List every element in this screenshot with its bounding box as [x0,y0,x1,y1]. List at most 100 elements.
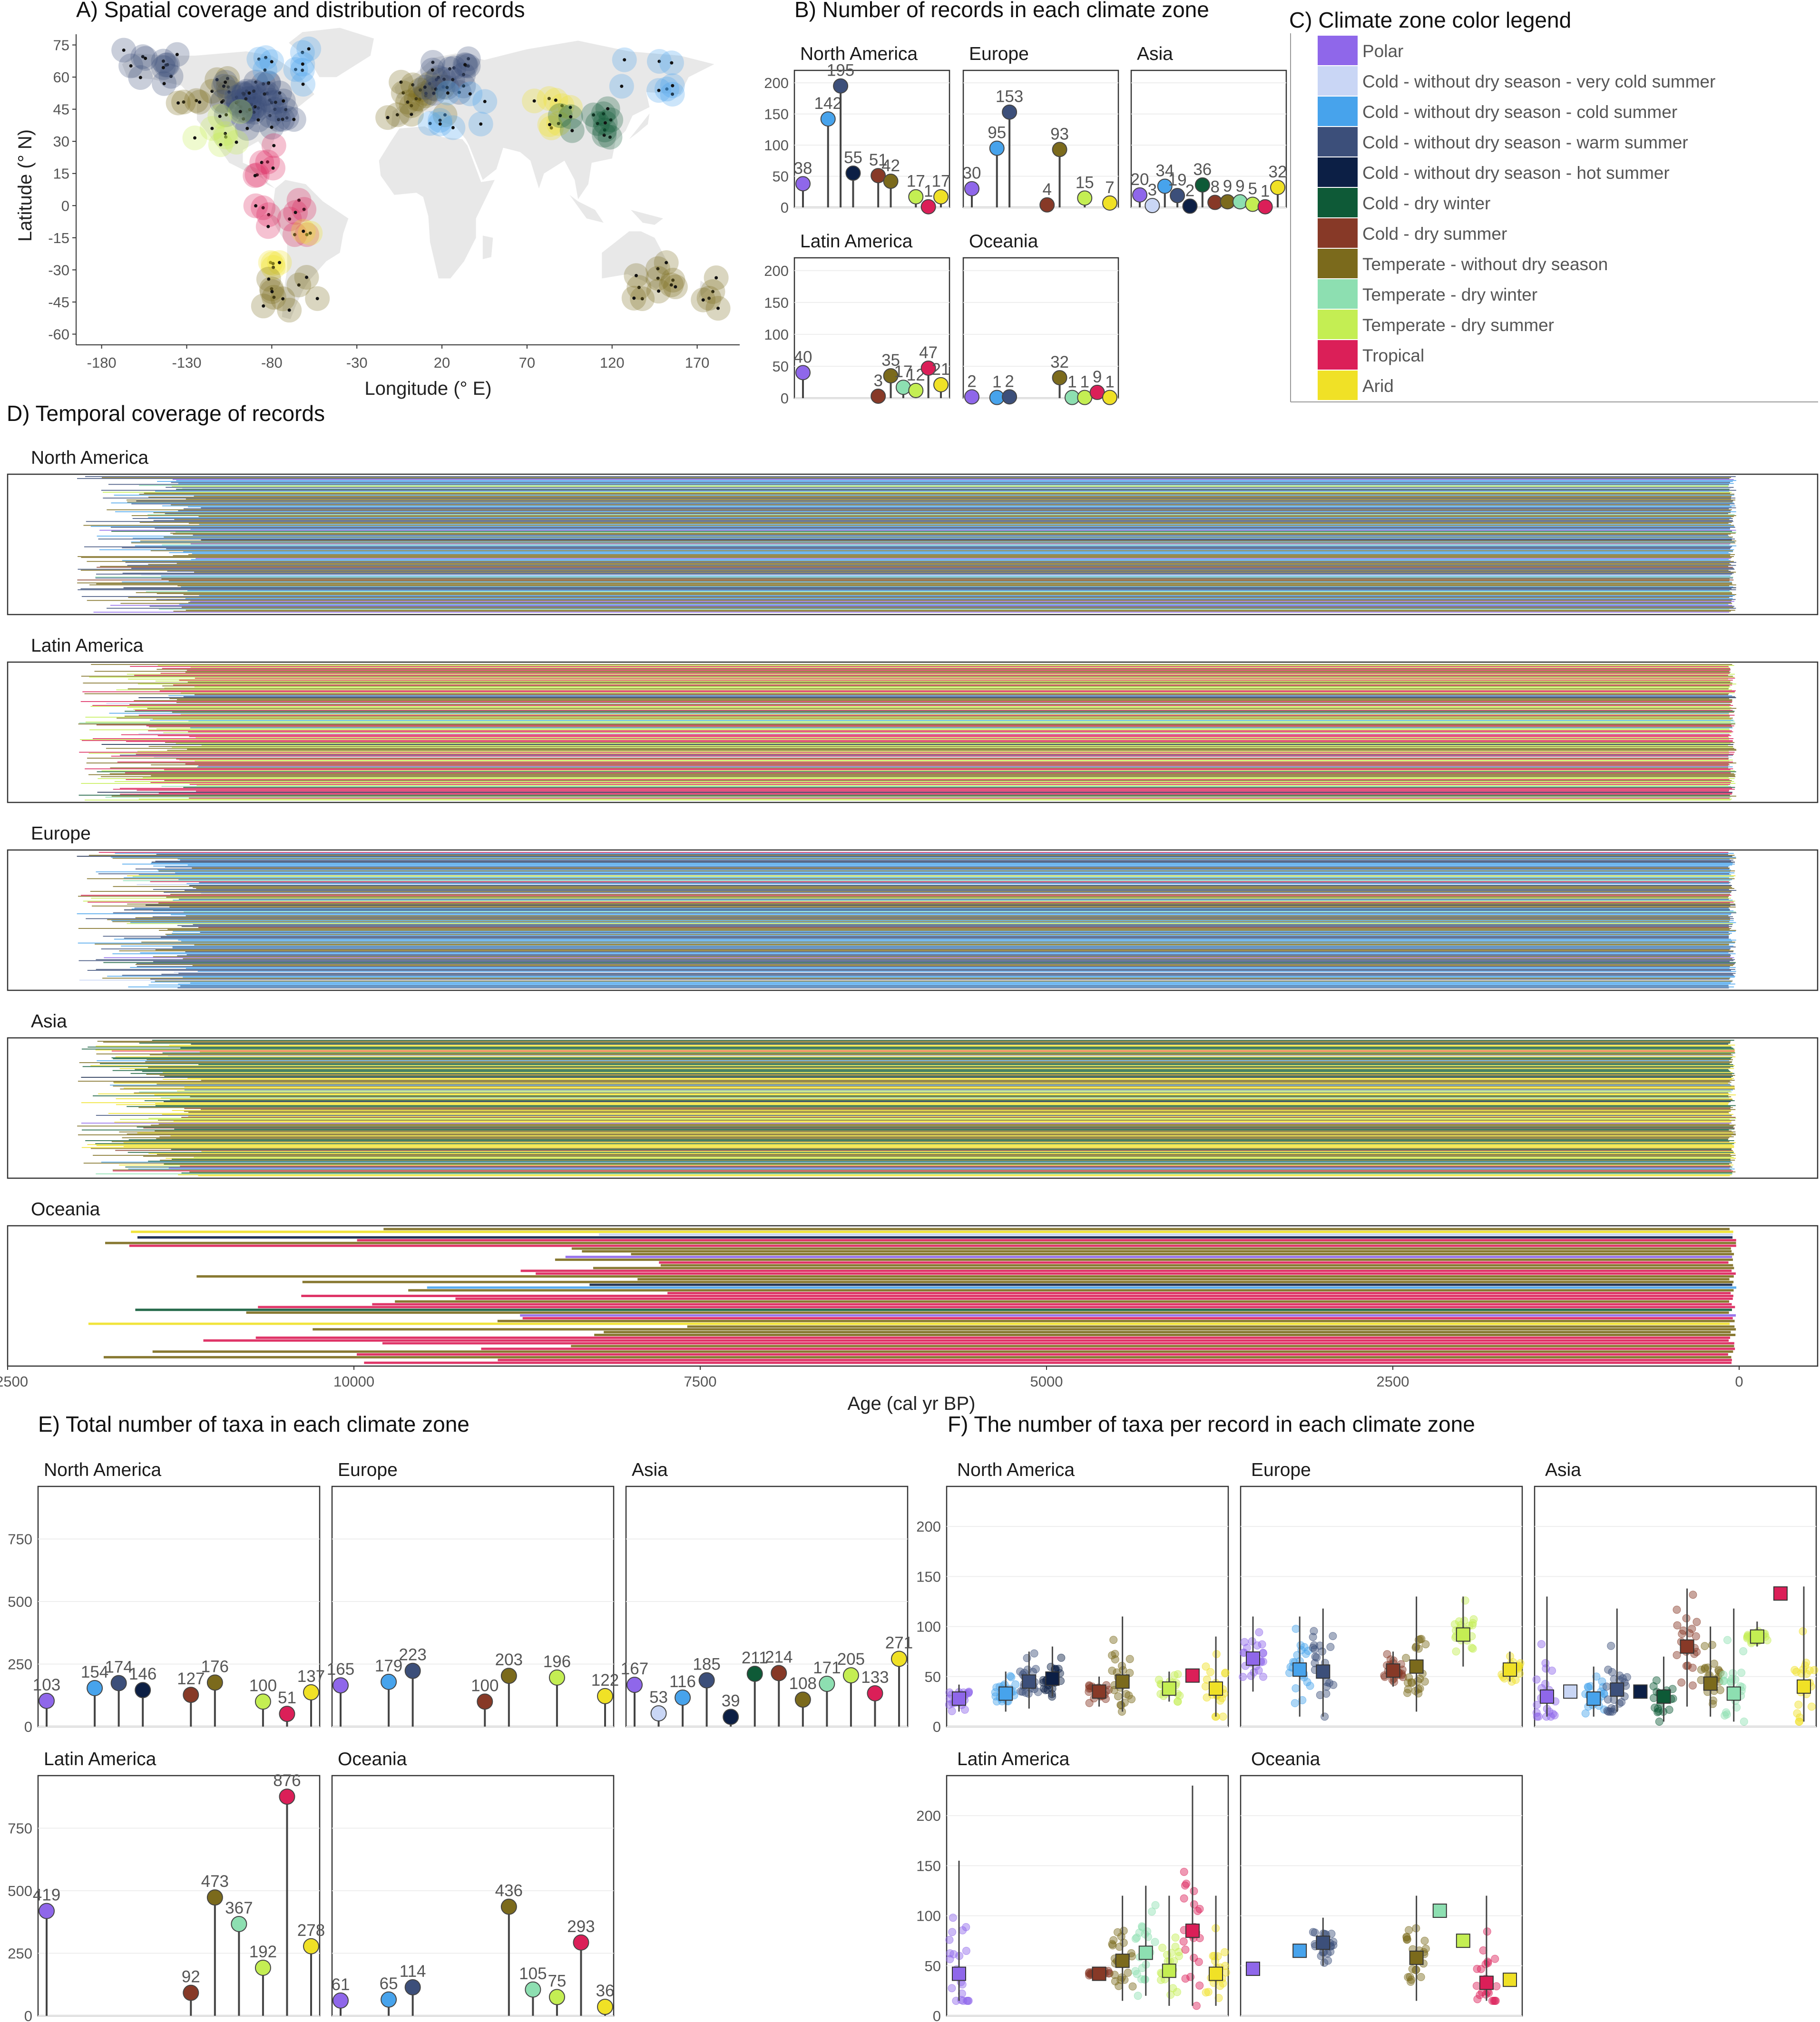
value-label: 92 [182,1968,200,1986]
panel-f-chart: North America 0 50 100 150 200 Europe Asia Latin… [916,1460,1819,2022]
record-point [292,117,296,121]
lollipop-temperate-without-dry-season [500,1668,517,1684]
median-box-temperate-dry-winter [1432,1904,1447,1918]
record-point [532,99,536,103]
facet-label: Latin America [957,1749,1070,1769]
legend-label: Cold - without dry season - warm summer [1362,133,1688,152]
jitter-point [1170,1671,1179,1680]
facet-panel [331,1775,615,2017]
jitter-point [1209,1952,1217,1960]
median-box-arid [1209,1966,1223,1981]
jitter-point [1151,1901,1160,1909]
jitter-point [1190,1954,1198,1962]
lollipop-temperate-dry-summer [254,1693,271,1710]
panel-d-x-tick-label: 5000 [1030,1373,1063,1390]
record-point [270,290,274,293]
jitter-point [1255,1628,1263,1637]
lollipop-arid [597,1688,613,1704]
land-mass [569,195,604,223]
value-label: 367 [225,1899,253,1917]
facet-panel [37,1775,321,2017]
median-box-temperate-dry-summer [1162,1681,1176,1696]
y-tick-label: 50 [925,1669,941,1685]
lollipop-temperate-dry-summer [908,189,924,205]
facet-label: Latin America [44,1749,157,1769]
record-point [261,206,265,210]
record-point [252,96,256,100]
record-point [198,100,202,104]
y-tick-label: 0 [781,199,789,216]
record-point [222,84,225,88]
y-tick-label: 0 [781,390,789,407]
jitter-point [1128,1982,1137,1991]
panel-a-x-tick-label: -30 [346,354,368,371]
record-point [468,92,472,96]
y-tick-label: 100 [764,137,789,154]
jitter-point [1179,1937,1188,1946]
record-point [549,126,553,130]
panel-a-x-tick-label: -130 [172,354,201,371]
jitter-point [1111,1977,1119,1985]
jitter-point [1194,1906,1202,1915]
record-point [410,112,413,116]
record-point [431,60,435,64]
jitter-point [1407,1975,1416,1984]
jitter-point [1606,1707,1615,1716]
panel-a-y-tick-label: 45 [53,101,69,118]
record-point [302,207,306,211]
value-label: 1 [1080,373,1089,391]
jitter-point [1131,1967,1140,1975]
facet-label: Oceania [31,1199,100,1220]
panel-d-xlabel: Age (cal yr BP) [848,1393,976,1414]
value-label: 19 [1168,171,1187,189]
record-point [414,97,418,101]
record-point [193,136,197,140]
jitter-point [1125,1691,1133,1700]
jitter-point [1581,1709,1590,1718]
lollipop-temperate-dry-summer [842,1667,859,1684]
legend-label: Cold - without dry season - very cold su… [1362,72,1715,91]
facet-label: North America [31,448,148,468]
jitter-point [1316,1691,1324,1700]
jitter-point [1181,1945,1190,1954]
y-tick-label: 150 [764,294,789,311]
value-label: 36 [596,1982,615,2000]
jitter-point [1740,1717,1748,1726]
jitter-point [1602,1682,1611,1691]
lollipop-temperate-dry-winter [231,1915,247,1932]
value-label: 1 [1067,373,1076,391]
value-label: 100 [249,1676,277,1695]
jitter-point [1807,1702,1816,1711]
record-point [665,261,668,264]
record-point [278,261,282,264]
lollipop-tropical [573,1934,589,1951]
lollipop-tropical [279,1706,295,1722]
record-point [411,83,415,87]
record-point [441,85,445,89]
lollipop-arid [1102,390,1117,405]
record-point [665,87,669,91]
jitter-point [1421,1944,1430,1953]
y-tick-label: 100 [916,1619,941,1635]
jitter-point [948,1707,956,1715]
lollipop-arid [1270,180,1285,195]
value-label: 165 [327,1660,354,1679]
record-point [238,110,242,114]
record-point [282,99,285,103]
value-label: 203 [495,1651,523,1669]
facet-label: Latin America [31,635,144,656]
median-box-cold-dry-summer [1386,1663,1400,1678]
panel-a-y-tick-label: -60 [48,326,69,342]
jitter-point [1085,1681,1094,1690]
jitter-point [1181,1881,1189,1890]
value-label: 419 [33,1886,60,1905]
median-box-temperate-dry-summer [1750,1629,1764,1644]
jitter-point [1403,1935,1411,1944]
jitter-point [1416,1674,1424,1683]
value-label: 9 [1235,177,1244,195]
lollipop-cold-dry-summer [183,1984,199,2001]
lollipop-polar [1132,187,1147,203]
value-label: 293 [567,1917,595,1936]
panel-a-y-tick-label: 0 [61,197,69,214]
